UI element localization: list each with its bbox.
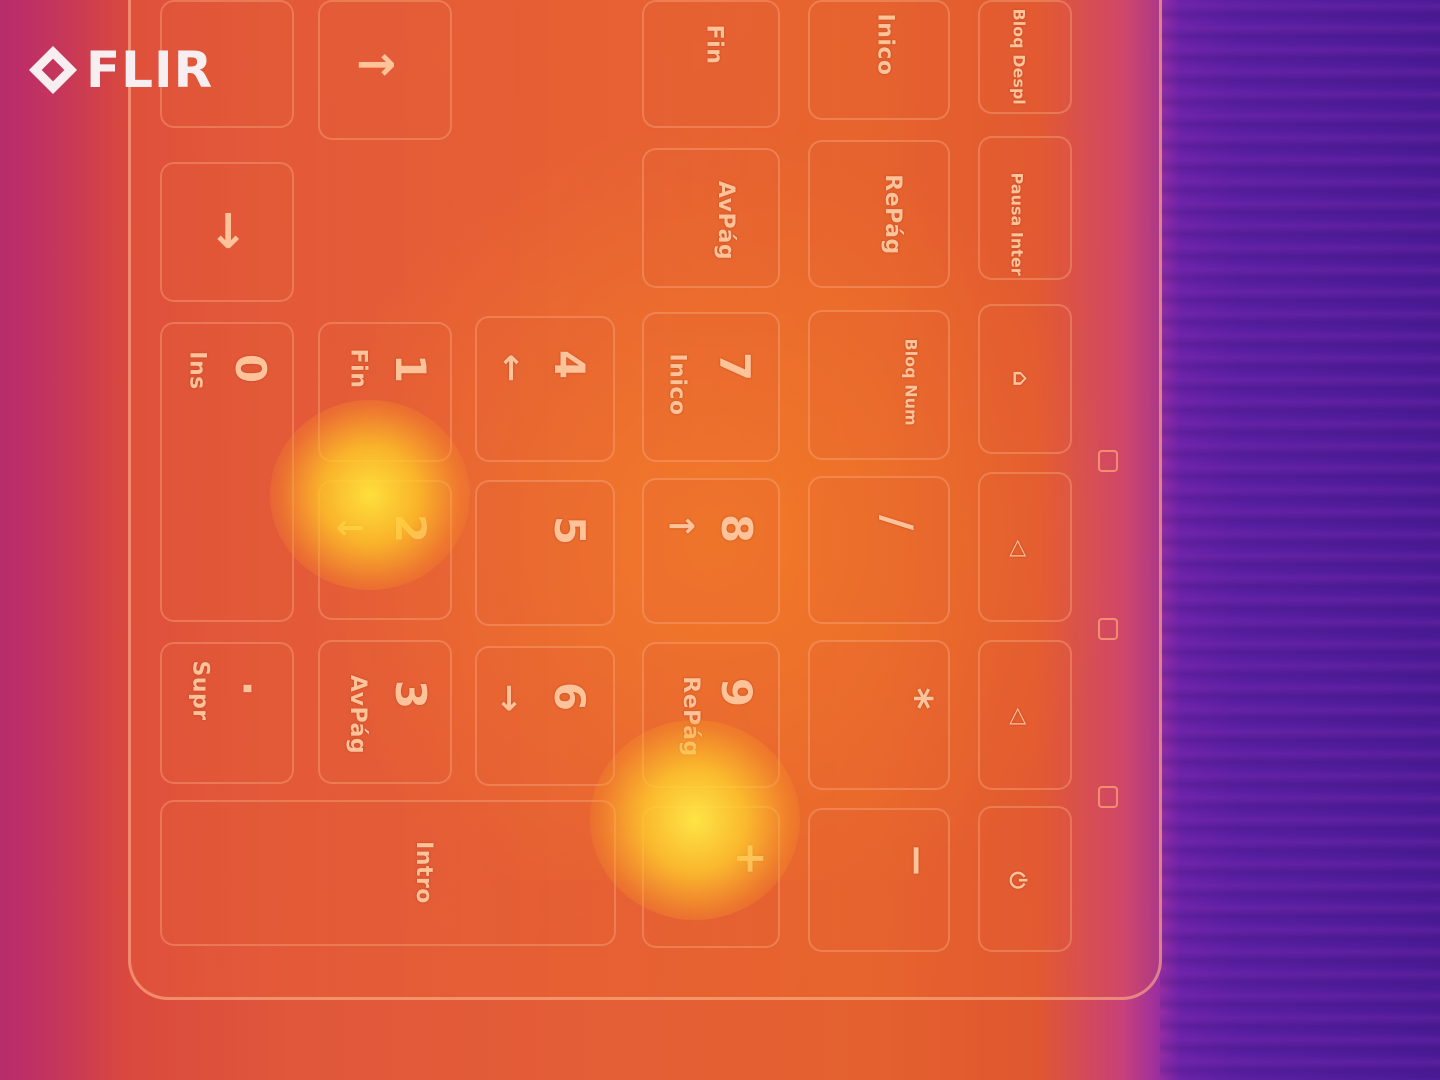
key-inico-label: Inico xyxy=(872,13,898,76)
key-2-label: 2 xyxy=(386,513,436,544)
key-3: 3 AvPág xyxy=(318,640,452,784)
power-icon: ⏻ xyxy=(1004,871,1030,890)
key-avpag: AvPág xyxy=(642,148,780,288)
key-bloq-despl-label: Bloq Despl xyxy=(1009,8,1029,105)
key-3-sub: AvPág xyxy=(345,674,371,755)
key-avpag-label: AvPág xyxy=(713,180,739,261)
key-4-sub: ← xyxy=(491,353,532,383)
flir-logo: FLIR xyxy=(28,38,214,102)
key-5-label: 5 xyxy=(545,515,595,546)
key-8-sub: ↑ xyxy=(660,511,701,541)
key-7-label: 7 xyxy=(710,351,760,382)
key-2: 2 ↓ xyxy=(318,480,452,620)
key-6-sub: → xyxy=(489,683,530,713)
key-9-label: 9 xyxy=(712,677,762,708)
flir-logo-text: FLIR xyxy=(86,41,214,99)
key-slash: / xyxy=(808,476,950,624)
key-pausa-inter: Pausa Inter xyxy=(978,136,1072,280)
home-icon: ⌂ xyxy=(1007,370,1033,387)
arrow-right-icon: → xyxy=(356,36,397,92)
key-minus-label: − xyxy=(893,842,943,879)
cool-left-edge xyxy=(0,0,130,1080)
key-1: 1 Fin xyxy=(318,322,452,462)
key-7: 7 Inico xyxy=(642,312,780,462)
key-7-sub: Inico xyxy=(664,353,690,416)
key-arrow-down: ↓ xyxy=(160,162,294,302)
key-pausa-inter-label: Pausa Inter xyxy=(1007,172,1027,276)
key-6: 6 → xyxy=(475,646,615,786)
key-4-label: 4 xyxy=(545,349,595,380)
speaker-up-icon: ◁ xyxy=(1006,707,1032,726)
key-3-label: 3 xyxy=(386,679,436,710)
led-indicator-caps xyxy=(1098,618,1118,640)
key-4: 4 ← xyxy=(475,316,615,462)
flir-diamond-icon xyxy=(28,45,78,95)
key-dot: . Supr xyxy=(160,642,294,784)
key-plus: + xyxy=(642,806,780,948)
key-fin-label: Fin xyxy=(701,24,727,65)
key-bloq-despl: Bloq Despl xyxy=(978,0,1072,114)
key-media-left: ◁ xyxy=(978,472,1072,622)
key-fin: Fin xyxy=(642,0,780,128)
key-inico: Inico xyxy=(808,0,950,120)
led-indicator-scroll xyxy=(1098,786,1118,808)
key-home: ⌂ xyxy=(978,304,1072,454)
key-arrow-left-partial xyxy=(160,0,294,128)
key-1-sub: Fin xyxy=(345,348,371,389)
key-bloq-num: Bloq Num xyxy=(808,310,950,460)
key-9: 9 RePág xyxy=(642,642,780,788)
key-power: ⏻ xyxy=(978,806,1072,952)
key-arrow-right: → xyxy=(318,0,452,140)
key-enter: Intro xyxy=(160,800,616,946)
key-9-sub: RePág xyxy=(677,676,703,757)
key-media-right: ◁ xyxy=(978,640,1072,790)
key-slash-label: / xyxy=(873,514,923,531)
key-repag: RePág xyxy=(808,140,950,288)
key-8: 8 ↑ xyxy=(642,478,780,624)
speaker-down-icon: ◁ xyxy=(1006,539,1032,558)
key-enter-label: Intro xyxy=(410,841,436,904)
key-0-label: 0 xyxy=(226,353,276,384)
key-star-label: * xyxy=(892,687,942,710)
key-repag-label: RePág xyxy=(879,174,905,255)
key-6-label: 6 xyxy=(545,681,595,712)
key-2-sub: ↓ xyxy=(328,513,369,543)
key-8-label: 8 xyxy=(712,513,762,544)
key-dot-sub: Supr xyxy=(187,660,213,721)
cold-region-streaks xyxy=(1160,0,1440,1080)
key-star: * xyxy=(808,640,950,790)
arrow-down-icon: ↓ xyxy=(208,204,249,260)
key-minus: − xyxy=(808,808,950,952)
key-0: 0 Ins xyxy=(160,322,294,622)
key-0-sub: Ins xyxy=(184,351,210,390)
key-plus-label: + xyxy=(727,840,777,877)
key-bloq-num-label: Bloq Num xyxy=(901,338,921,426)
key-1-label: 1 xyxy=(386,353,436,384)
led-indicator-num xyxy=(1098,450,1118,472)
key-dot-label: . xyxy=(233,680,283,697)
key-5: 5 xyxy=(475,480,615,626)
